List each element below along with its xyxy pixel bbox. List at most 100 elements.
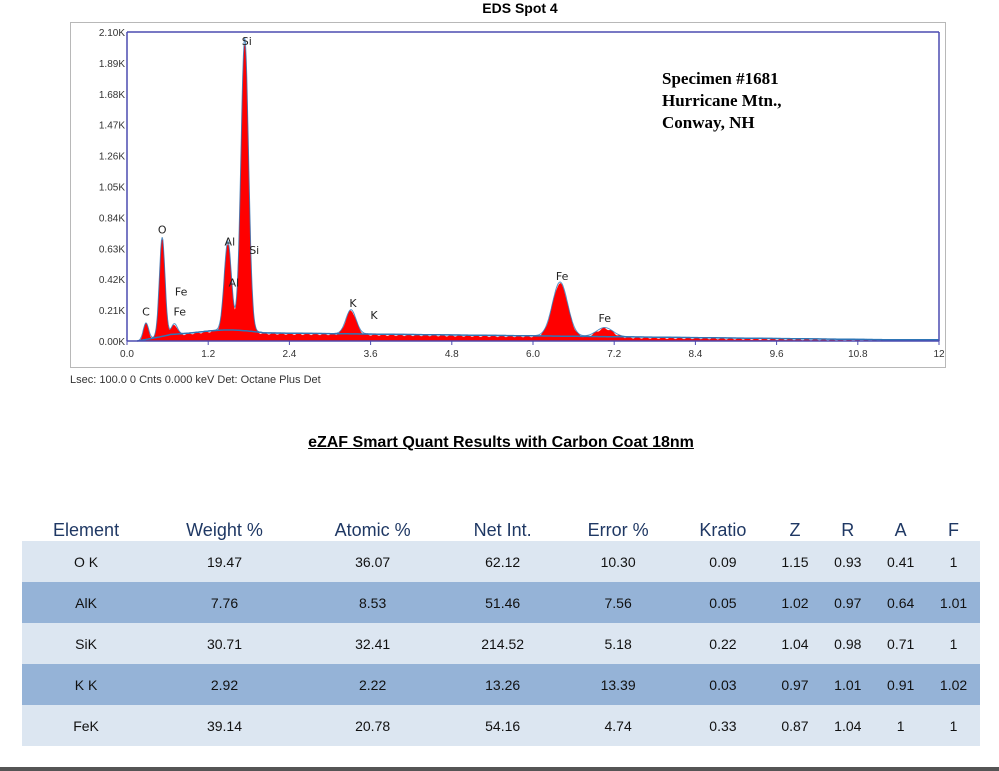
y-tick-label: 0.21K [99,306,125,317]
background-line [137,329,939,342]
table-cell: 19.47 [150,541,299,582]
detector-status: Lsec: 100.0 0 Cnts 0.000 keV Det: Octane… [70,374,321,386]
results-title: eZAF Smart Quant Results with Carbon Coa… [308,434,694,451]
y-tick-label: 0.00K [99,337,125,348]
table-cell: 0.97 [768,664,822,705]
spectrum-area [135,45,939,342]
table-cell: 0.87 [768,705,822,746]
table-cell: 1.02 [768,582,822,623]
peak-label: Si [242,35,252,48]
y-tick-label: 1.26K [99,152,125,163]
specimen-location: Hurricane Mtn., [662,91,782,110]
divider [0,767,999,771]
y-tick-label: 1.47K [99,121,125,132]
peak-label: Fe [175,285,188,298]
x-tick-label: 6.0 [526,349,540,360]
x-tick-label: 1.2 [201,349,215,360]
x-tick-label: 10.8 [848,349,868,360]
table-cell: 1.01 [821,664,875,705]
table-cell: 8.53 [298,582,447,623]
table-cell: 0.71 [874,623,928,664]
eds-spectrum-chart: 0.0 1.2 2.4 3.6 4.8 6.0 7.2 8.4 9.6 10.8 12 0.00K 0.… [99,28,945,360]
table-cell: 32.41 [298,623,447,664]
table-header-row: Element Weight % Atomic % Net Int. Error % Kr… [22,518,980,541]
table-cell: 1.04 [821,705,875,746]
specimen-town: Conway, NH [662,113,755,132]
y-tick-label: 1.89K [99,59,125,70]
peak-label: O [158,224,167,237]
table-cell: 0.41 [874,541,928,582]
x-tick-label: 2.4 [282,349,296,360]
table-row: AlK 7.76 8.53 51.46 7.56 0.05 1.02 0.97 0.64 1.01 [22,582,980,623]
x-tick-label: 12 [933,349,945,360]
y-tick-label: 0.63K [99,244,125,255]
peak-label: Fe [174,305,187,318]
table-cell: 1 [927,705,980,746]
chart-title: EDS Spot 4 [482,0,558,16]
table-cell: 0.93 [821,541,875,582]
table-cell: 62.12 [446,541,559,582]
peak-label: K [370,309,378,322]
table-cell: FeK [22,705,151,746]
column-header: F [948,520,960,540]
x-tick-label: 8.4 [688,349,702,360]
column-header: Atomic % [334,520,411,540]
table-cell: 0.03 [677,664,769,705]
table-cell: 54.16 [446,705,559,746]
table-cell: 0.22 [677,623,769,664]
table-cell: 0.97 [821,582,875,623]
peak-label: C [142,305,150,318]
table-cell: 7.56 [558,582,678,623]
table-cell: 2.92 [150,664,299,705]
table-cell: 20.78 [298,705,447,746]
column-header: R [841,520,855,540]
table-cell: 1.01 [927,582,980,623]
table-cell: 1.04 [768,623,822,664]
peak-label: Fe [556,270,569,283]
table-row: FeK 39.14 20.78 54.16 4.74 0.33 0.87 1.04 1 1 [22,705,980,746]
table-cell: 13.26 [446,664,559,705]
column-header: Error % [587,520,649,540]
y-tick-label: 1.68K [99,90,125,101]
table-cell: K K [22,664,151,705]
table-cell: 39.14 [150,705,299,746]
peak-label: Al [225,235,236,248]
x-tick-label: 0.0 [120,349,134,360]
table-cell: 0.98 [821,623,875,664]
table-row: O K 19.47 36.07 62.12 10.30 0.09 1.15 0.93 0.41 1 [22,541,980,582]
y-tick-label: 0.42K [99,275,125,286]
table-cell: 1 [927,623,980,664]
table-cell: 0.05 [677,582,769,623]
y-tick-label: 1.05K [99,183,125,194]
peak-label: Si [249,244,259,257]
column-header: Weight % [186,520,263,540]
table-cell: 214.52 [446,623,559,664]
fit-line [135,37,939,342]
table-cell: AlK [22,582,151,623]
table-cell: 1 [927,541,980,582]
column-header: A [894,520,907,540]
table-cell: 4.74 [558,705,678,746]
y-tick-label: 0.84K [99,213,125,224]
table-cell: 51.46 [446,582,559,623]
x-tick-label: 3.6 [364,349,378,360]
table-cell: 2.22 [298,664,447,705]
table-cell: 7.76 [150,582,299,623]
table-cell: 30.71 [150,623,299,664]
table-cell: 1.15 [768,541,822,582]
peak-label: K [349,297,357,310]
table-cell: 1 [874,705,928,746]
x-tick-label: 4.8 [445,349,459,360]
table-cell: 0.33 [677,705,769,746]
table-cell: 1.02 [927,664,980,705]
table-cell: 10.30 [558,541,678,582]
table-cell: 0.09 [677,541,769,582]
y-tick-label: 2.10K [99,28,125,39]
peak-label: Al [229,277,240,290]
x-tick-label: 7.2 [607,349,621,360]
quant-results-table: Element Weight % Atomic % Net Int. Error % Kr… [22,518,980,746]
table-cell: 5.18 [558,623,678,664]
table-cell: 0.64 [874,582,928,623]
table-row: K K 2.92 2.22 13.26 13.39 0.03 0.97 1.01 0.91 1.0… [22,664,980,705]
table-row: SiK 30.71 32.41 214.52 5.18 0.22 1.04 0.98 0.71 1 [22,623,980,664]
